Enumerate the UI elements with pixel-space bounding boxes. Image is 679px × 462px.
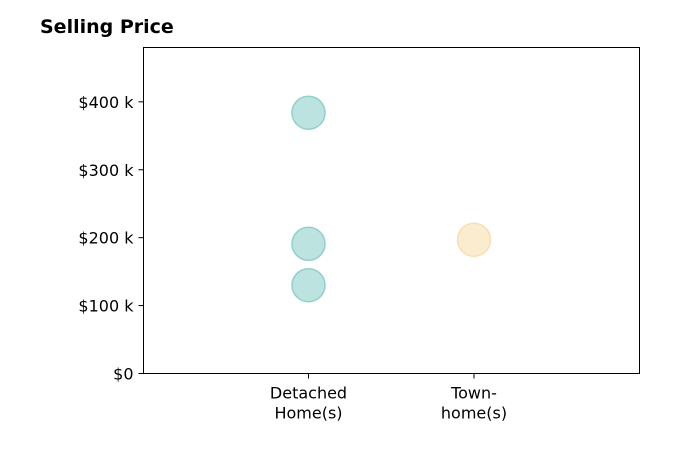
chart-title: Selling Price (40, 16, 174, 38)
y-tick-label: $100 k (78, 297, 134, 316)
data-point (456, 222, 492, 257)
x-tick-label: Detached (270, 384, 347, 403)
y-tick-label: $400 k (78, 93, 134, 112)
x-tick-label: Home(s) (274, 404, 342, 423)
data-point (291, 95, 326, 130)
plot-frame (143, 47, 640, 374)
data-point (291, 226, 326, 262)
x-tick-label: home(s) (441, 404, 507, 423)
x-tick-label: Town- (450, 384, 497, 403)
y-tick-label: $0 (113, 365, 133, 384)
data-points (291, 95, 492, 303)
y-axis: $0 $100 k $200 k $300 k $400 k (78, 93, 144, 384)
data-point (291, 267, 326, 303)
y-tick-label: $200 k (78, 229, 134, 248)
y-tick-label: $300 k (78, 161, 134, 180)
